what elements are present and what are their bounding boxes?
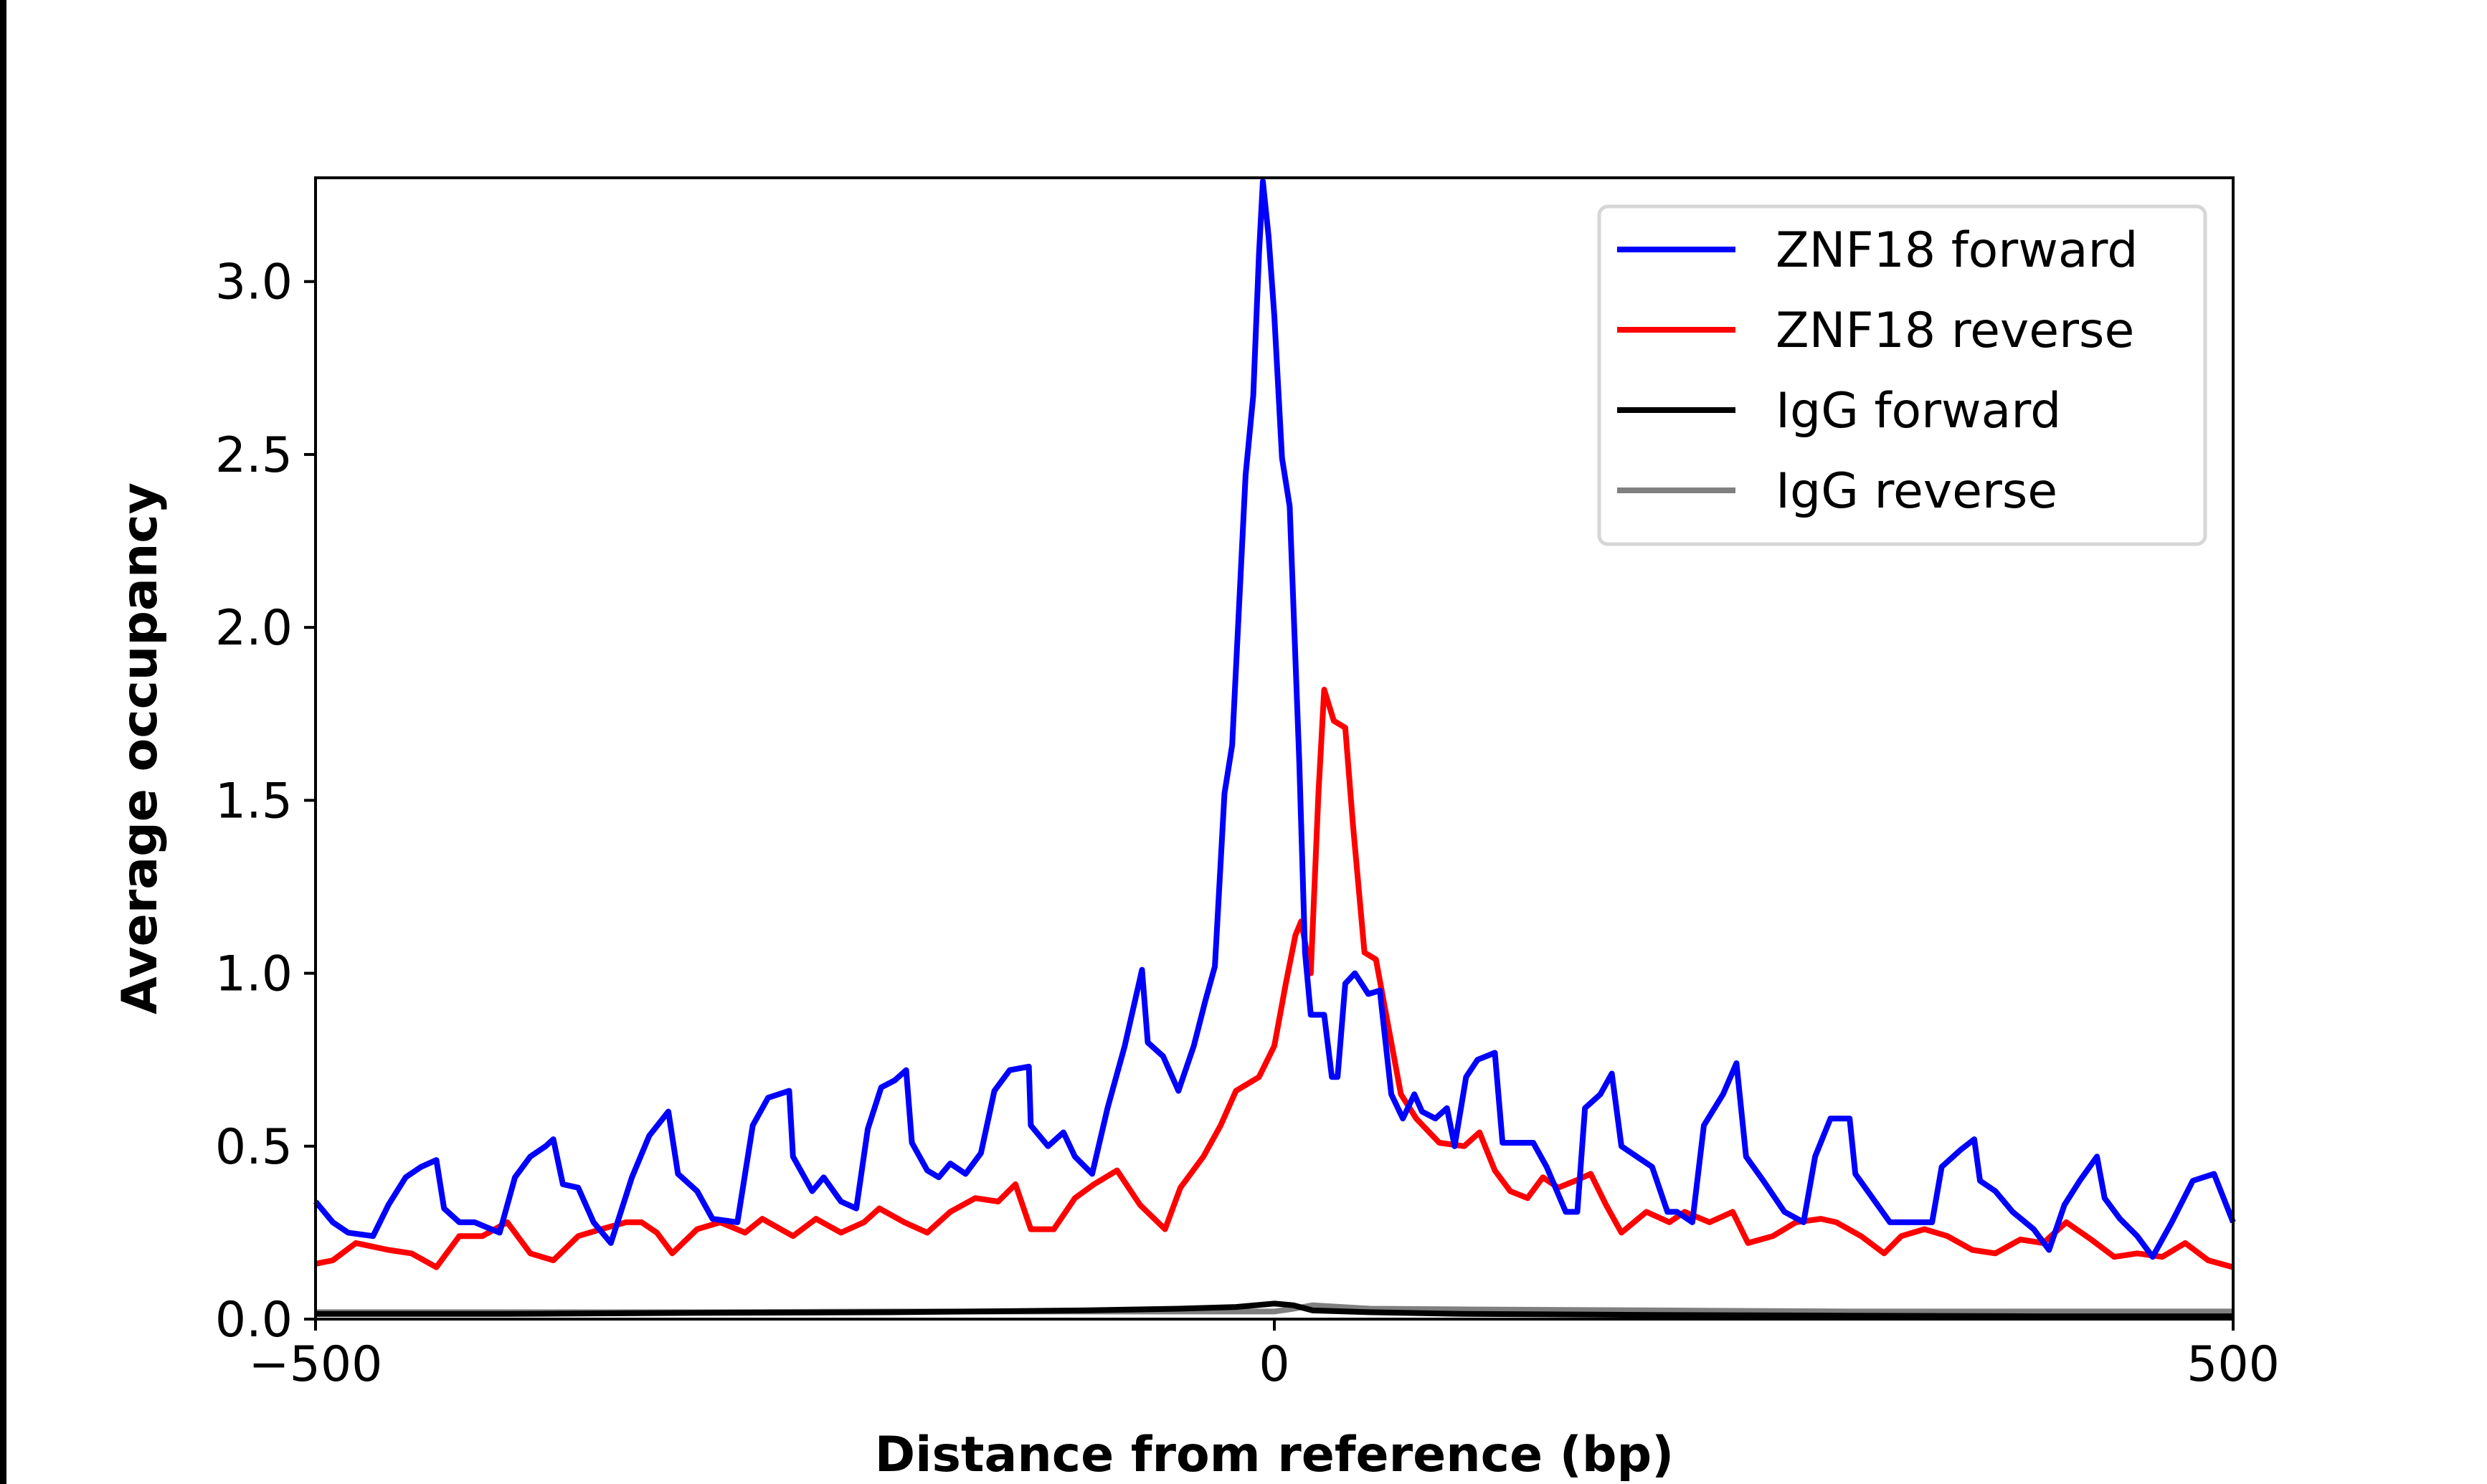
- y-tick-label: 2.5: [215, 427, 293, 484]
- x-axis-label: Distance from reference (bp): [875, 1427, 1674, 1483]
- y-tick-label: 1.0: [215, 946, 293, 1003]
- legend: ZNF18 forward ZNF18 reverse IgG forward IgG…: [1597, 204, 2207, 546]
- series-line-igg-forward: [316, 1300, 2233, 1320]
- x-tick-label: 500: [2187, 1336, 2280, 1393]
- left-edge-bar: [0, 0, 6, 1484]
- legend-label: ZNF18 forward: [1776, 222, 2138, 279]
- x-tick-label: 0: [1259, 1336, 1289, 1393]
- legend-label: IgG reverse: [1776, 463, 2057, 520]
- series-line-znf18-forward: [313, 178, 2236, 1260]
- x-tick-label: −500: [249, 1336, 383, 1393]
- ticks-layer: −500 0 500 0.0 0.5 1.0 1.5 2.0 2.5 3.0: [215, 255, 2280, 1393]
- legend-label: ZNF18 reverse: [1776, 303, 2134, 359]
- series-layer: [313, 178, 2236, 1320]
- y-tick-label: 1.5: [215, 773, 293, 829]
- y-tick-label: 2.0: [215, 600, 293, 657]
- y-tick-label: 3.0: [215, 255, 293, 311]
- y-tick-label: 0.0: [215, 1292, 293, 1349]
- series-line-znf18-reverse: [315, 687, 2235, 1270]
- legend-box: [1597, 204, 2207, 546]
- y-tick-label: 0.5: [215, 1119, 293, 1176]
- legend-label: IgG forward: [1776, 383, 2061, 439]
- y-axis-label: Average occupancy: [112, 482, 169, 1014]
